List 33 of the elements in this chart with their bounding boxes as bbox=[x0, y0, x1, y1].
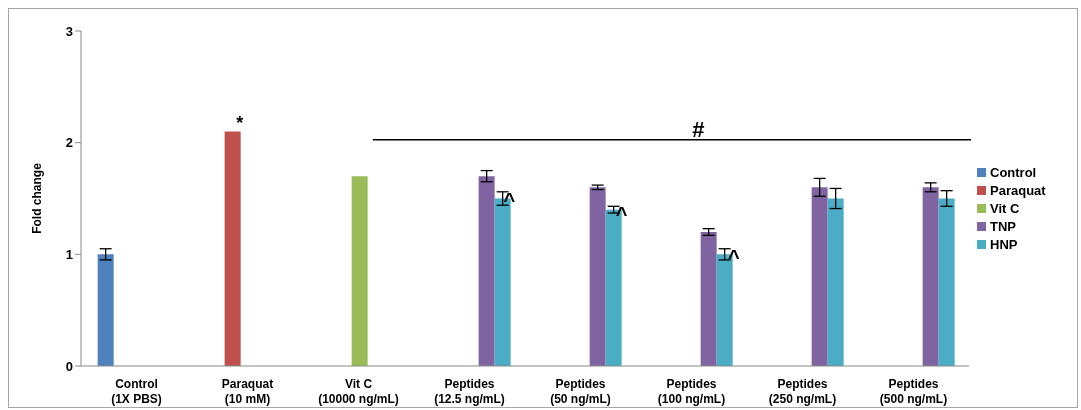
x-tick-label: Vit C (10000 ng/mL) bbox=[318, 377, 399, 406]
bar bbox=[700, 232, 717, 366]
x-tick-label: Peptides (250 ng/mL) bbox=[768, 377, 837, 406]
legend-label: HNP bbox=[990, 237, 1018, 252]
legend-label: TNP bbox=[990, 219, 1016, 234]
x-tick-label: Paraquat (10 mM) bbox=[221, 377, 274, 406]
bar bbox=[922, 187, 939, 366]
bar bbox=[224, 131, 241, 366]
legend-label: Paraquat bbox=[990, 183, 1046, 198]
y-tick-label: 1 bbox=[65, 246, 73, 262]
x-tick-label: Peptides (12.5 ng/mL) bbox=[434, 377, 505, 406]
x-tick-label: Control (1X PBS) bbox=[111, 377, 162, 406]
y-tick-label: 0 bbox=[65, 358, 73, 374]
bar bbox=[351, 176, 368, 366]
annotation: ^ bbox=[503, 188, 516, 211]
bar bbox=[97, 254, 114, 366]
x-tick-label: Peptides (50 ng/mL) bbox=[550, 377, 611, 406]
bar bbox=[589, 187, 606, 366]
annotation: ^ bbox=[615, 203, 628, 226]
legend-label: Vit C bbox=[990, 201, 1020, 216]
y-axis-title: Fold change bbox=[30, 162, 45, 234]
x-tick-label: Peptides (500 ng/mL) bbox=[879, 377, 948, 406]
x-tick-label: Peptides (100 ng/mL) bbox=[657, 377, 726, 406]
annotation: ^ bbox=[727, 246, 740, 269]
bar bbox=[827, 198, 844, 366]
annotation: * bbox=[236, 113, 244, 134]
y-tick-label: 2 bbox=[65, 135, 73, 151]
bar bbox=[811, 187, 828, 366]
legend-label: Control bbox=[990, 165, 1037, 180]
bar bbox=[938, 198, 955, 366]
y-tick-label: 3 bbox=[65, 23, 73, 39]
annotation: # bbox=[692, 116, 705, 142]
bar bbox=[478, 176, 495, 366]
